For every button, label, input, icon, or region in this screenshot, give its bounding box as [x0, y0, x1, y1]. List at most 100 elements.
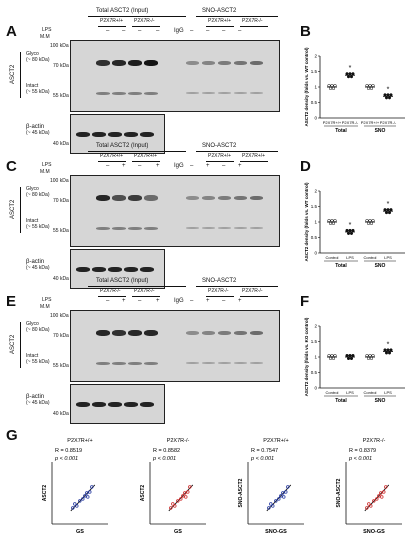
data-point — [387, 96, 392, 100]
x-category-label: LPS — [384, 390, 392, 395]
ascore-bracket — [20, 322, 21, 368]
dot-plot: 0 0.5 1 1.5 2 ASCT2 density (folds vs. WT con… — [304, 182, 405, 269]
data-point — [179, 497, 183, 501]
lps-sign: – — [190, 163, 194, 169]
data-point — [279, 494, 283, 498]
genotype-underline — [132, 296, 160, 297]
data-point — [386, 208, 390, 212]
data-point — [345, 353, 349, 358]
intact-label: Intact — [26, 218, 39, 224]
y-tick-label: 1.5 — [311, 204, 318, 209]
bactin-kda: (~ 45 kDa) — [26, 400, 50, 406]
data-point — [368, 353, 372, 358]
kda-70: 70 kDa — [53, 198, 69, 204]
data-point — [277, 497, 281, 501]
data-point — [330, 218, 334, 223]
lps-sign: – — [222, 28, 226, 34]
lps-sign: IgG — [174, 298, 184, 304]
lps-sign: + — [122, 163, 126, 169]
dot-plot: 0 0.5 1 1.5 2 ASCT2 density (folds vs. WT con… — [304, 47, 405, 134]
data-point — [269, 502, 273, 506]
bactin-label: β-actin — [26, 124, 45, 130]
ascore-bracket — [20, 52, 21, 98]
band-glyco — [186, 61, 199, 65]
y-tick-label: 1.5 — [311, 339, 318, 344]
data-point — [369, 86, 374, 91]
panel-label: C — [6, 158, 17, 175]
band-intact — [112, 227, 126, 230]
genotype-label: P2X7R-/- — [134, 18, 155, 24]
band-glyco — [218, 196, 231, 200]
sno-header: SNO-ASCT2 — [202, 278, 237, 284]
lps-sign: – — [190, 298, 194, 304]
band-actin — [108, 267, 122, 272]
y-axis-label: ASCT2 density (folds vs. WT control) — [304, 47, 309, 127]
band-intact — [128, 92, 142, 95]
y-tick-label: 1 — [314, 85, 317, 90]
y-axis-label: ASCT2 — [42, 485, 48, 502]
data-point — [85, 491, 89, 495]
significance-star: * — [349, 65, 352, 72]
data-point — [284, 490, 288, 494]
genotype-underline — [240, 296, 268, 297]
lps-sign: + — [156, 298, 160, 304]
glyco-label: Glyco — [26, 321, 39, 327]
genotype-label: P2X7R+/+ — [100, 18, 124, 24]
genotype-label: P2X7R+/+ — [100, 153, 124, 159]
ascore-asct2: ASCT2 — [10, 64, 16, 84]
glyco-kda: (~ 80 kDa) — [26, 192, 50, 198]
data-point — [369, 221, 374, 226]
band-glyco — [202, 196, 215, 200]
data-point — [75, 504, 79, 508]
total-header: Total ASCT2 (Input) — [96, 143, 149, 149]
data-point — [372, 499, 376, 503]
lps-sign: – — [222, 298, 226, 304]
data-point — [281, 491, 285, 495]
data-point — [88, 490, 92, 494]
x-category-label: P2X7R+/+ — [323, 120, 342, 125]
data-point — [171, 502, 175, 506]
x-category-label: P2X7R+/+ — [361, 120, 380, 125]
band-glyco — [144, 330, 158, 336]
data-point — [348, 353, 352, 358]
data-point — [351, 228, 355, 232]
band-glyco — [202, 331, 215, 335]
genotype-underline — [240, 161, 268, 162]
lps-sign: – — [106, 163, 110, 169]
kda-40: 40 kDa — [53, 411, 69, 417]
total-header: Total ASCT2 (Input) — [96, 8, 149, 14]
data-point — [384, 96, 389, 100]
data-point — [375, 497, 379, 501]
data-point — [333, 353, 337, 358]
y-tick-label: 0.5 — [311, 370, 318, 375]
band-actin — [124, 402, 138, 407]
band-actin — [76, 132, 90, 137]
x-category-label: Control — [326, 255, 339, 260]
intact-label: Intact — [26, 83, 39, 89]
data-point — [349, 356, 354, 361]
band-intact — [234, 92, 247, 94]
bactin-kda: (~ 45 kDa) — [26, 265, 50, 271]
data-point — [267, 506, 271, 510]
data-point — [346, 231, 351, 235]
band-intact — [218, 227, 231, 229]
lps-sign: – — [106, 28, 110, 34]
bactin-label: β-actin — [26, 259, 45, 265]
lps-sign: + — [156, 163, 160, 169]
band-intact — [186, 92, 199, 94]
lps-label: LPS — [42, 162, 52, 168]
data-point — [328, 221, 333, 226]
band-intact — [186, 227, 199, 229]
band-glyco — [234, 196, 247, 200]
lps-sign: – — [222, 163, 226, 169]
band-intact — [112, 362, 126, 365]
lps-sign: + — [206, 298, 210, 304]
blot-asct2 — [70, 175, 280, 247]
band-glyco — [144, 60, 158, 66]
group-label: SNO — [375, 263, 386, 269]
lps-sign: – — [106, 298, 110, 304]
x-category-label: Control — [326, 390, 339, 395]
genotype-underline — [132, 161, 160, 162]
dot-plot: 0 0.5 1 1.5 2 ASCT2 density (folds vs. KO con… — [304, 317, 405, 404]
data-point — [345, 228, 349, 232]
